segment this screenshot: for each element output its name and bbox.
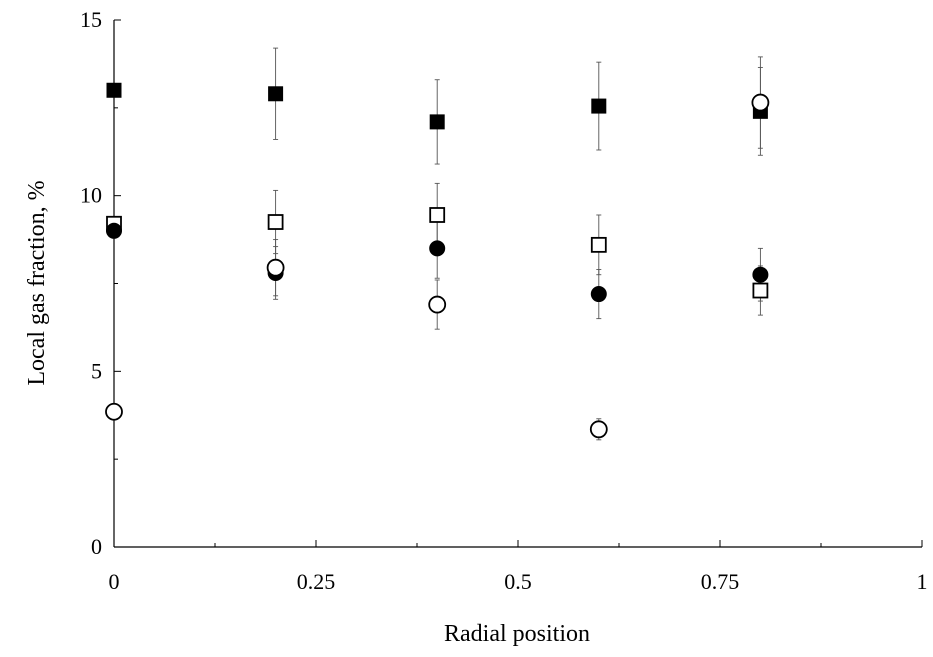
point-open-circle (428, 295, 447, 314)
point-filled-circle (106, 222, 122, 239)
point-filled-circle (429, 240, 446, 257)
axes (113, 20, 922, 548)
point-filled-square (268, 86, 284, 102)
x-tick-label: 0.5 (504, 569, 532, 594)
y-tick-label: 0 (91, 534, 102, 559)
error-bars (273, 47, 763, 441)
y-tick-label: 5 (91, 358, 102, 383)
x-tick-label: 0.75 (701, 569, 740, 594)
point-open-square (752, 282, 769, 299)
point-open-circle (589, 420, 608, 439)
x-tick-label: 0.25 (297, 569, 336, 594)
point-open-square (590, 236, 607, 253)
point-filled-circle (590, 286, 607, 303)
x-tick-label: 0 (109, 569, 120, 594)
point-open-square (429, 207, 446, 223)
point-open-circle (266, 258, 285, 277)
data-points (105, 82, 770, 439)
point-open-circle (751, 93, 770, 112)
point-open-circle (105, 402, 123, 421)
y-axis-title: Local gas fraction, % (24, 180, 50, 385)
x-tick-label: 1 (917, 569, 928, 594)
point-filled-square (591, 98, 607, 114)
point-filled-square (106, 82, 122, 98)
point-open-square (267, 214, 284, 230)
point-filled-square (429, 114, 445, 130)
y-tick-label: 15 (80, 7, 102, 32)
y-tick-label: 10 (80, 183, 102, 208)
point-filled-circle (752, 266, 769, 283)
ticks: 0 5 10 15 0 0.25 0.5 0.75 1 (80, 7, 928, 594)
x-axis-title: Radial position (444, 621, 590, 647)
